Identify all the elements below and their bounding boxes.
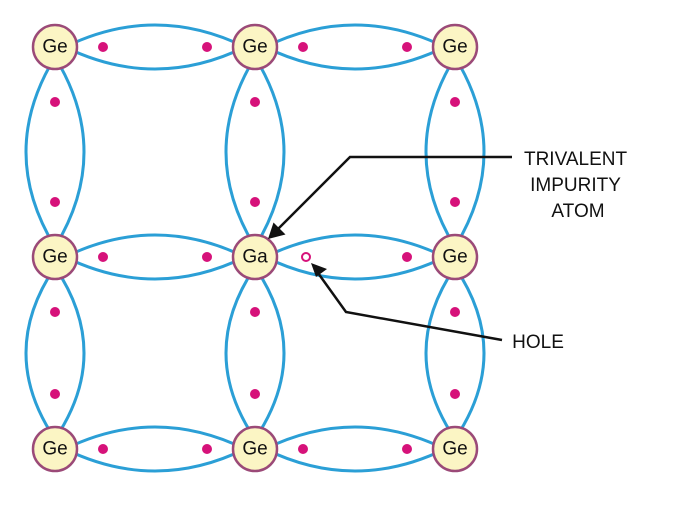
atom-label: Ge: [242, 439, 267, 460]
bond-arc: [264, 425, 446, 451]
electron-dot: [250, 307, 260, 317]
electron-dot: [50, 307, 60, 317]
bond-arc: [264, 447, 446, 473]
bond-arc: [224, 266, 257, 440]
bond-arc: [224, 56, 257, 248]
atom-circle: [31, 425, 79, 473]
electron-dot: [202, 444, 212, 454]
atom-circle: [31, 233, 79, 281]
electron-dot: [98, 42, 108, 52]
valence-electrons: [50, 42, 460, 454]
impurity-label-line-1: TRIVALENT: [524, 149, 628, 170]
hole-arrowhead: [311, 263, 327, 277]
bond-arc: [453, 56, 486, 248]
impurity-label-line-3: ATOM: [551, 201, 604, 222]
bond-arc: [453, 266, 486, 440]
germanium-atom: Ge: [31, 425, 79, 473]
atom-circle: [31, 23, 79, 71]
electron-dot: [402, 252, 412, 262]
electron-dot: [402, 444, 412, 454]
impurity-arrowhead: [268, 222, 286, 239]
bond-arc: [64, 45, 246, 71]
electron-dot: [250, 197, 260, 207]
electron-dot: [98, 444, 108, 454]
germanium-atom: Ge: [31, 233, 79, 281]
hole-callout: HOLE: [311, 263, 564, 353]
bond-arc: [424, 266, 457, 440]
electron-dot: [450, 97, 460, 107]
atom-circle: [231, 233, 279, 281]
atoms: Ge Ge Ge Ge Ga Ge Ge Ge Ge: [31, 23, 479, 473]
electron-dot: [250, 97, 260, 107]
bond-arc: [424, 56, 457, 248]
bond-arc: [253, 266, 286, 440]
electron-dot: [450, 389, 460, 399]
hole-arrow: [316, 272, 503, 342]
atom-circle: [431, 23, 479, 71]
bond-arc: [253, 56, 286, 248]
bond-arc: [264, 45, 446, 71]
bond-arc: [264, 23, 446, 49]
impurity-callout: TRIVALENT IMPURITY ATOM: [268, 149, 632, 239]
electron-dot: [50, 97, 60, 107]
germanium-atom: Ge: [431, 425, 479, 473]
impurity-label-line-2: IMPURITY: [530, 175, 621, 196]
germanium-atom: Ge: [231, 425, 279, 473]
atom-label: Ge: [42, 439, 67, 460]
atom-circle: [231, 425, 279, 473]
atom-circle: [231, 23, 279, 71]
electron-dot: [298, 42, 308, 52]
electron-dot: [98, 252, 108, 262]
bond-arc: [53, 266, 86, 440]
bond-arc: [64, 23, 246, 49]
electron-dot: [202, 252, 212, 262]
electron-dot: [202, 42, 212, 52]
gallium-atom: Ga: [231, 233, 279, 281]
atom-label: Ga: [242, 247, 268, 268]
covalent-bonds: [24, 23, 486, 473]
atom-circle: [431, 233, 479, 281]
atom-label: Ge: [42, 247, 67, 268]
electron-dot: [50, 389, 60, 399]
hole-marker: [301, 252, 311, 262]
atom-label: Ge: [242, 37, 267, 58]
electron-dot: [50, 197, 60, 207]
bond-arc: [64, 447, 246, 473]
bond-arc: [53, 56, 86, 248]
germanium-atom: Ge: [431, 233, 479, 281]
bond-arc: [24, 266, 57, 440]
impurity-arrow: [276, 155, 512, 231]
germanium-atom: Ge: [31, 23, 79, 71]
hole-label: HOLE: [512, 332, 564, 353]
germanium-atom: Ge: [431, 23, 479, 71]
bond-arc: [24, 56, 57, 248]
electron-dot: [450, 197, 460, 207]
bond-arc: [264, 233, 446, 259]
bond-arc: [264, 255, 446, 281]
electron-dot: [298, 444, 308, 454]
germanium-atom: Ge: [231, 23, 279, 71]
atom-circle: [431, 425, 479, 473]
impurity-label: TRIVALENT IMPURITY ATOM: [524, 149, 632, 222]
bond-arc: [64, 425, 246, 451]
bond-arc: [64, 233, 246, 259]
atom-label: Ge: [42, 37, 67, 58]
electron-dot: [250, 389, 260, 399]
electron-dot: [402, 42, 412, 52]
atom-label: Ge: [442, 439, 467, 460]
atom-label: Ge: [442, 37, 467, 58]
bond-arc: [64, 255, 246, 281]
atom-label: Ge: [442, 247, 467, 268]
electron-dot: [450, 307, 460, 317]
